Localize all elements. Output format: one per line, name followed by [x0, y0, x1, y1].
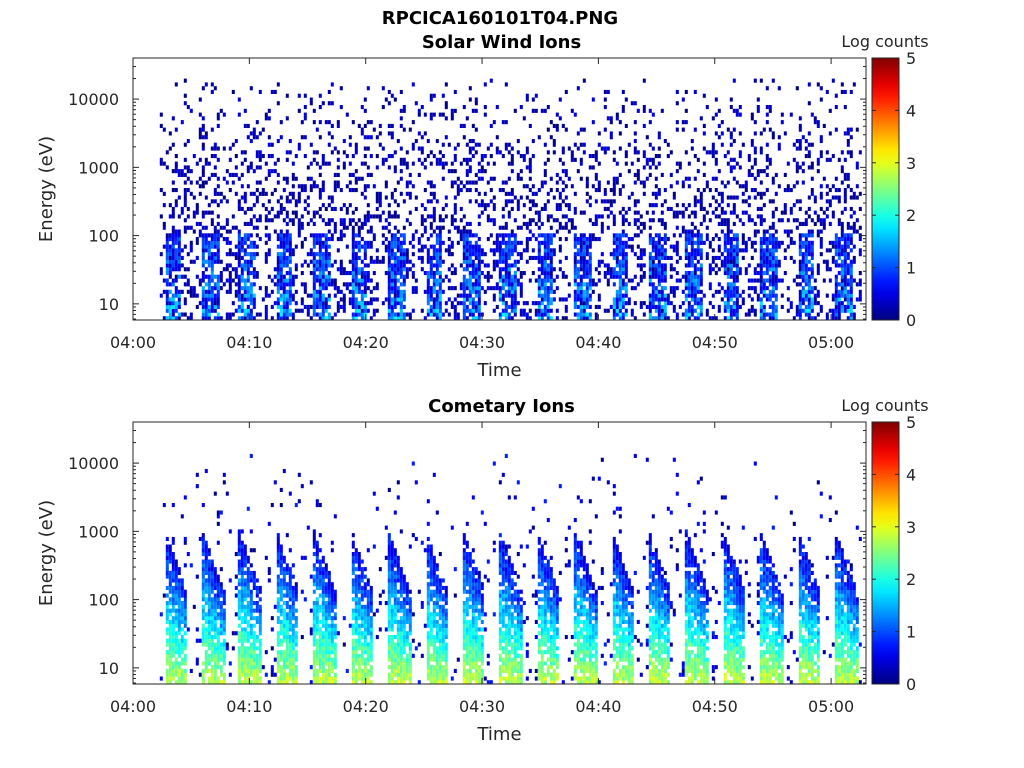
colorbar	[871, 57, 900, 321]
axes-frame	[132, 421, 867, 685]
colorbar-label: Log counts	[841, 32, 928, 51]
colorbar-tick-label: 4	[906, 465, 916, 484]
y-tick-label: 100	[88, 227, 119, 246]
axes-frame	[132, 57, 867, 321]
x-tick-label: 04:50	[692, 697, 738, 716]
y-tick-label: 10000	[68, 90, 119, 109]
figure-title: RPCICA160101T04.PNG	[382, 8, 618, 29]
x-tick-label: 05:00	[808, 697, 854, 716]
panel-title: Cometary Ions	[428, 396, 575, 417]
colorbar-tick-label: 5	[906, 49, 916, 68]
x-tick-label: 04:10	[226, 333, 272, 352]
y-tick-label: 10	[99, 659, 119, 678]
panel-title: Solar Wind Ions	[422, 32, 581, 53]
x-tick-label: 04:30	[459, 333, 505, 352]
colorbar-label: Log counts	[841, 396, 928, 415]
x-tick-label: 04:00	[110, 333, 156, 352]
y-tick-label: 1000	[78, 522, 119, 541]
x-axis-label: Time	[476, 724, 521, 745]
y-axis-label: Energy (eV)	[36, 500, 57, 606]
solar-wind-ions-panel: Solar Wind Ions 04:00 04:10 04:20 04:30 04:40…	[36, 32, 929, 381]
colorbar-tick-label: 0	[906, 675, 916, 694]
heatmap-cells	[159, 453, 862, 685]
x-tick-label: 04:50	[692, 333, 738, 352]
x-tick-label: 04:40	[575, 697, 621, 716]
colorbar-tick-label: 3	[906, 154, 916, 173]
x-tick-label: 04:00	[110, 697, 156, 716]
colorbar-tick-label: 1	[906, 623, 916, 642]
y-tick-label: 1000	[78, 158, 119, 177]
x-axis-label: Time	[476, 360, 521, 381]
colorbar-tick-label: 2	[906, 206, 916, 225]
y-axis-label: Energy (eV)	[36, 136, 57, 242]
y-tick-label: 10	[99, 295, 119, 314]
colorbar	[871, 421, 900, 685]
colorbar-tick-label: 4	[906, 101, 916, 120]
colorbar-tick-label: 3	[906, 518, 916, 537]
colorbar-tick-label: 1	[906, 259, 916, 278]
y-tick-label: 100	[88, 591, 119, 610]
heatmap-cells	[159, 78, 862, 321]
x-tick-label: 04:10	[226, 697, 272, 716]
x-tick-label: 04:30	[459, 697, 505, 716]
y-tick-label: 10000	[68, 454, 119, 473]
colorbar-tick-label: 0	[906, 311, 916, 330]
colorbar-tick-label: 5	[906, 413, 916, 432]
x-tick-label: 04:20	[343, 333, 389, 352]
x-tick-label: 04:20	[343, 697, 389, 716]
colorbar-tick-label: 2	[906, 570, 916, 589]
x-tick-label: 04:40	[575, 333, 621, 352]
x-tick-label: 05:00	[808, 333, 854, 352]
